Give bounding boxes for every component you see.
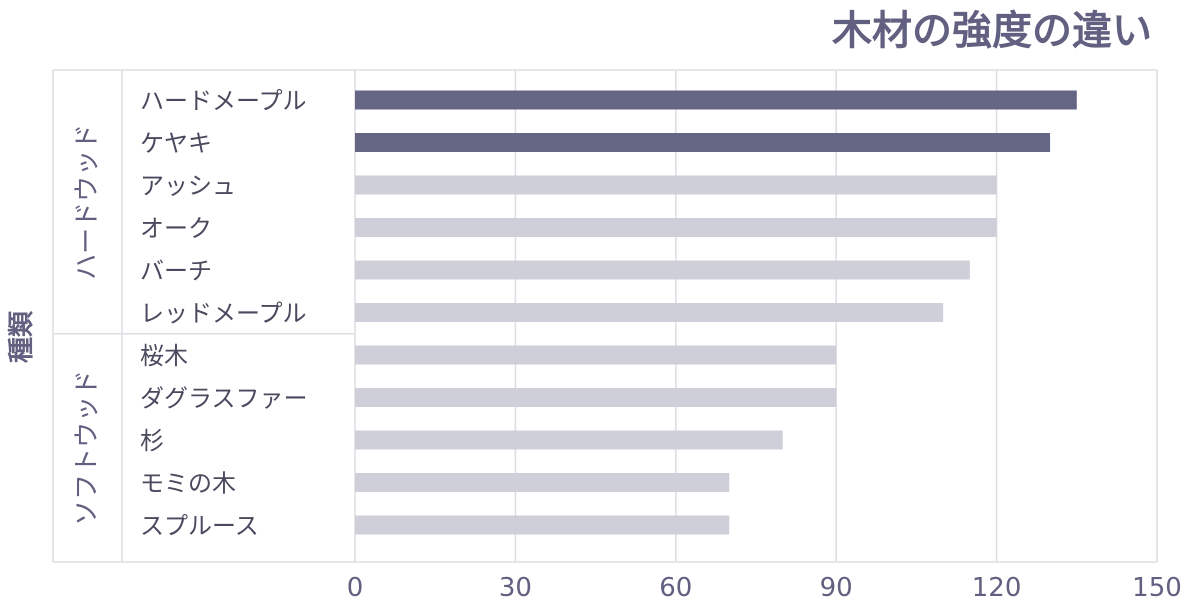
- bar-4: [355, 218, 997, 237]
- category-label-6: レッドメープル: [140, 300, 307, 328]
- category-label-7: 桜木: [140, 342, 188, 370]
- y-axis-label: 種類: [7, 310, 37, 363]
- x-tick-30: 30: [499, 573, 532, 603]
- x-tick-90: 90: [820, 573, 853, 603]
- x-tick-150: 150: [1132, 573, 1182, 603]
- bar-11: [355, 515, 730, 535]
- bar-7: [355, 345, 837, 365]
- group-label-2: ソフトウッド: [73, 370, 103, 526]
- category-label-11: スプルース: [140, 512, 259, 540]
- x-tick-60: 60: [659, 573, 692, 603]
- category-label-4: オーク: [140, 215, 212, 243]
- bar-1: [355, 90, 1077, 110]
- x-tick-0: 0: [347, 573, 364, 603]
- bar-5: [355, 260, 970, 280]
- category-label-2: ケヤキ: [140, 130, 212, 158]
- category-label-3: アッシュ: [140, 172, 236, 200]
- chart-frame: [52, 69, 1157, 563]
- x-tick-120: 120: [972, 573, 1022, 603]
- x-tick-labels: 0 30 60 90 120 150: [347, 573, 1182, 603]
- category-label-10: モミの木: [140, 470, 236, 498]
- group-label-1: ハードウッド: [73, 124, 103, 280]
- bar-9: [355, 430, 783, 450]
- chart-title: 木材の強度の違い: [832, 8, 1152, 54]
- category-label-5: バーチ: [140, 257, 212, 285]
- bar-10: [355, 473, 730, 492]
- category-label-8: ダグラスファー: [140, 385, 308, 413]
- category-labels: ハードメープルケヤキアッシュオークバーチレッドメープル桜木ダグラスファー杉モミの…: [140, 87, 308, 540]
- bar-6: [355, 303, 944, 322]
- bar-8: [355, 388, 837, 407]
- bar-2: [355, 133, 1051, 152]
- bars: [355, 90, 1077, 535]
- category-label-1: ハードメープル: [140, 87, 307, 115]
- category-label-9: 杉: [140, 427, 164, 455]
- bar-3: [355, 175, 997, 195]
